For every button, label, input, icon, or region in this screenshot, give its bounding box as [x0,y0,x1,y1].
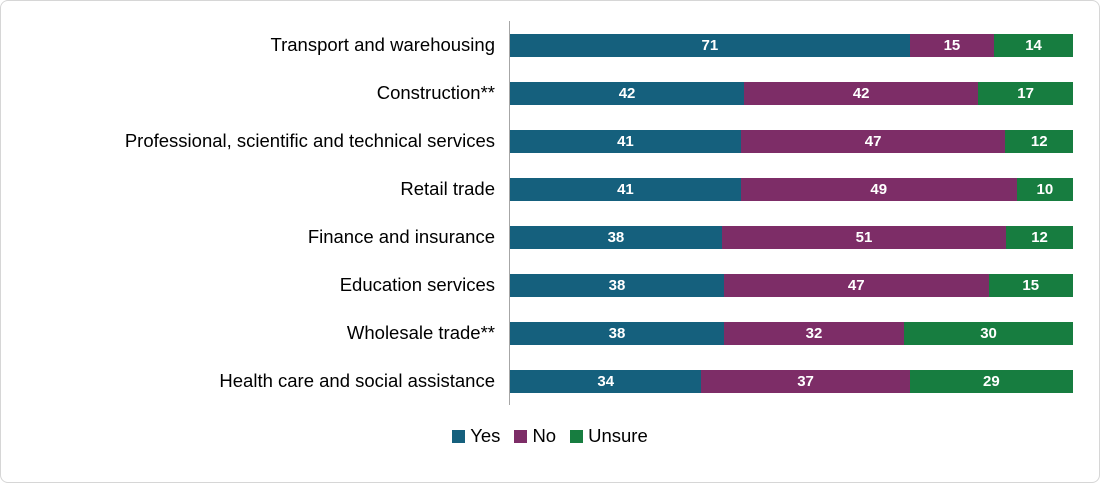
legend-swatch-unsure [570,429,584,443]
bar-row: Wholesale trade** 38 32 30 [1,309,1073,357]
bar-segment-yes: 38 [510,273,724,297]
bar-value-label: 12 [1030,132,1048,150]
category-label: Wholesale trade** [346,322,495,343]
bar-value-label: 38 [608,276,626,294]
bar-value-label: 34 [597,372,615,390]
bar-track: 38 47 15 [510,273,1073,297]
bar-value-label: 17 [1017,84,1034,102]
bar-segment-yes: 34 [510,369,702,393]
chart-plot-area: Transport and warehousing 71 15 14 Construct… [1,21,1073,405]
bar-segment-yes: 38 [510,225,722,249]
bar-segment-yes: 41 [510,129,741,153]
bar-track: 38 32 30 [510,321,1073,345]
legend: Yes No Unsure [1,425,1099,447]
axis-and-bar-cell: 71 15 14 [509,21,1073,69]
bar-segment-yes: 41 [510,177,741,201]
axis-and-bar-cell: 41 49 10 [509,165,1073,213]
legend-swatch-no [514,429,528,443]
bar-track: 38 51 12 [510,225,1073,249]
bar-value-label: 41 [617,180,634,198]
bar-track: 41 47 12 [510,129,1073,153]
bar-segment-yes: 71 [510,33,910,57]
legend-item-unsure: Unsure [570,425,648,447]
category-label: Transport and warehousing [270,34,495,55]
bar-segment-unsure: 10 [1016,177,1073,201]
bar-value-label: 14 [1025,36,1042,54]
bar-value-label: 29 [982,372,1000,390]
bar-value-label: 38 [608,324,626,342]
bar-row: Construction** 42 42 17 [1,69,1073,117]
bar-segment-unsure: 12 [1005,129,1073,153]
bar-row: Education services 38 47 15 [1,261,1073,309]
bar-value-label: 10 [1036,180,1054,198]
bar-value-label: 47 [864,132,882,150]
axis-and-bar-cell: 38 32 30 [509,309,1073,357]
bar-segment-no: 49 [740,177,1017,201]
bar-value-label: 42 [618,84,636,102]
bar-value-label: 32 [805,324,823,342]
bar-segment-unsure: 15 [988,273,1073,297]
bar-row: Finance and insurance 38 51 12 [1,213,1073,261]
bar-segment-no: 15 [909,33,995,57]
axis-and-bar-cell: 34 37 29 [509,357,1073,405]
bar-value-label: 47 [847,276,865,294]
category-label: Health care and social assistance [219,370,495,391]
axis-and-bar-cell: 38 51 12 [509,213,1073,261]
bar-segment-no: 47 [723,273,989,297]
bar-segment-no: 51 [721,225,1007,249]
bar-track: 34 37 29 [510,369,1073,393]
bar-value-label: 15 [1022,276,1040,294]
legend-label: Yes [470,425,501,446]
legend-label: No [532,425,557,446]
bar-value-label: 38 [607,228,625,246]
bar-value-label: 41 [617,132,634,150]
axis-and-bar-cell: 42 42 17 [509,69,1073,117]
category-label: Finance and insurance [307,226,495,247]
bar-segment-no: 32 [723,321,905,345]
bar-segment-unsure: 29 [909,369,1073,393]
bar-track: 41 49 10 [510,177,1073,201]
axis-and-bar-cell: 38 47 15 [509,261,1073,309]
bar-row: Health care and social assistance 34 37 29 [1,357,1073,405]
axis-and-bar-cell: 41 47 12 [509,117,1073,165]
bar-segment-no: 42 [744,81,979,105]
bar-value-label: 15 [943,36,961,54]
bar-value-label: 71 [701,36,719,54]
bar-row: Transport and warehousing 71 15 14 [1,21,1073,69]
bar-value-label: 12 [1031,228,1048,246]
bar-segment-unsure: 12 [1006,225,1073,249]
bar-value-label: 30 [980,324,997,342]
bar-track: 71 15 14 [510,33,1073,57]
bar-row: Professional, scientific and technical s… [1,117,1073,165]
bar-segment-unsure: 30 [904,321,1073,345]
legend-swatch-yes [452,429,466,443]
legend-item-yes: Yes [452,425,500,447]
bar-segment-unsure: 14 [994,33,1073,57]
legend-label: Unsure [588,425,648,446]
category-label: Retail trade [400,178,495,199]
bar-value-label: 49 [870,180,888,198]
bar-segment-yes: 38 [510,321,724,345]
bar-row: Retail trade 41 49 10 [1,165,1073,213]
bar-segment-unsure: 17 [978,81,1073,105]
bar-segment-no: 47 [740,129,1006,153]
bar-segment-no: 37 [701,369,910,393]
bar-track: 42 42 17 [510,81,1073,105]
category-label: Education services [339,274,495,295]
bar-value-label: 37 [797,372,814,390]
category-label: Professional, scientific and technical s… [124,130,495,151]
bar-value-label: 42 [852,84,870,102]
bar-value-label: 51 [855,228,873,246]
legend-item-no: No [514,425,556,447]
bar-segment-yes: 42 [510,81,745,105]
category-label: Construction** [376,82,495,103]
